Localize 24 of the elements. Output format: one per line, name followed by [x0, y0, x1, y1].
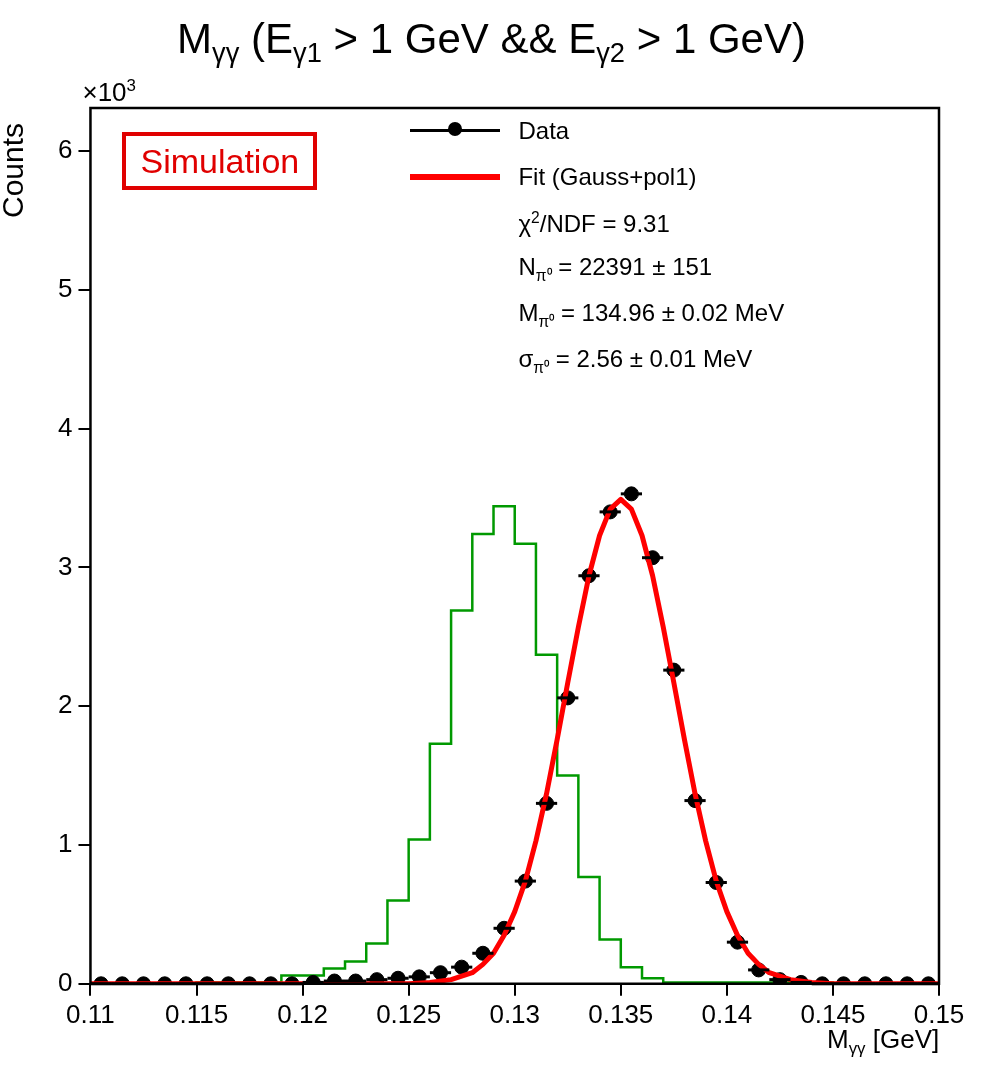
annotation: σ$_{π⁰}$ = 2.56 ± 0.01 MeV	[518, 344, 753, 376]
x-tick-label: 0.11	[66, 998, 115, 1029]
annotation: χ$^{2}$/NDF = 9.31	[518, 209, 670, 237]
x-tick-label: 0.12	[277, 998, 328, 1029]
y-tick-label: 1	[57, 828, 73, 859]
y-tick-label: 4	[57, 411, 73, 442]
chart-title: M$_{γγ}$ (E$_{γ1}$ > 1 GeV && E$_{γ2}$ > 1 GeV)	[176, 15, 807, 69]
legend-label: Data	[518, 117, 570, 144]
text: ×10$^{3}$	[82, 76, 136, 107]
y-tick-label: 0	[57, 966, 73, 997]
x-tick-label: 0.135	[588, 998, 654, 1029]
y-tick-label: 3	[57, 550, 73, 581]
y-tick-label: 2	[57, 689, 73, 720]
x-tick-label: 0.13	[489, 998, 541, 1029]
x-tick-label: 0.115	[164, 998, 229, 1029]
annotation: M$_{π⁰}$ = 134.96 ± 0.02 MeV	[518, 298, 785, 330]
annotation: N$_{π⁰}$ = 22391 ± 151	[518, 252, 713, 284]
legend-label: Fit (Gauss+pol1)	[518, 163, 697, 190]
y-tick-label: 6	[57, 134, 73, 165]
annotation: Simulation	[122, 132, 318, 190]
x-tick-label: 0.125	[376, 998, 442, 1029]
x-tick-label: 0.14	[701, 998, 753, 1029]
y-tick-label: 5	[57, 272, 73, 303]
y-axis-title: Counts	[0, 122, 30, 218]
